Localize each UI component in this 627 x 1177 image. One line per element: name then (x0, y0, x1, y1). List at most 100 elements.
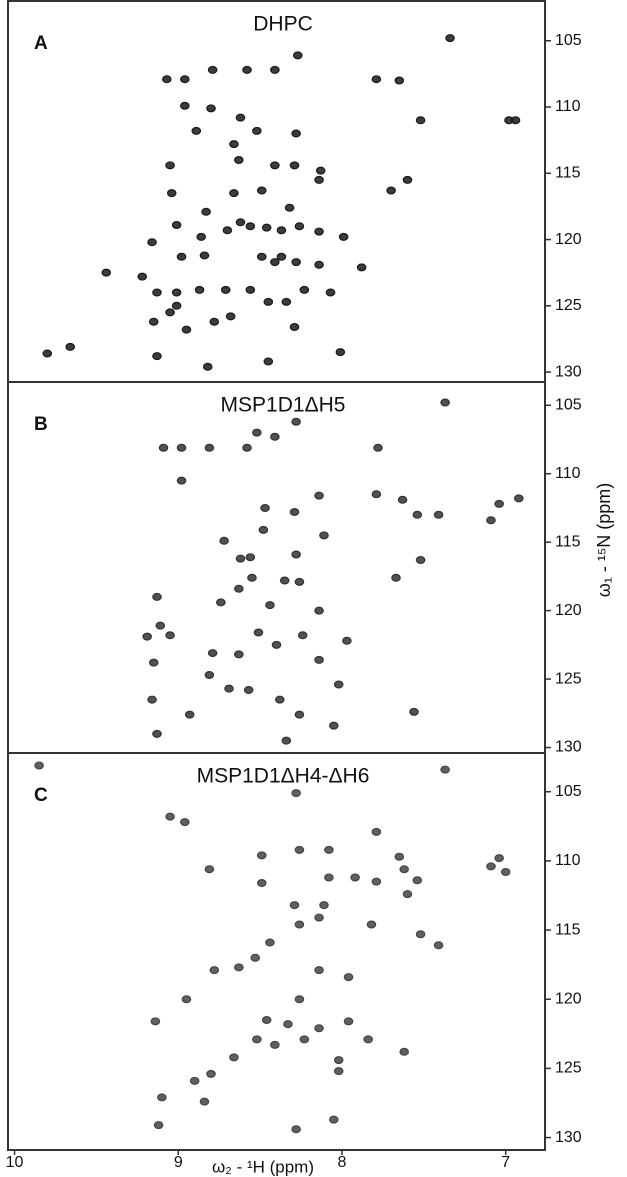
y-axis-label: ω₁ - ¹⁵N (ppm) (594, 483, 614, 598)
peak (314, 913, 324, 922)
peak (101, 268, 112, 277)
peak (291, 258, 301, 267)
peak (335, 348, 346, 357)
peak (158, 443, 169, 452)
peak (325, 288, 336, 297)
peak (184, 710, 195, 719)
peak (234, 584, 244, 593)
peak (148, 317, 159, 326)
peak (486, 516, 496, 525)
peak (225, 312, 236, 321)
peak (445, 34, 455, 43)
peak (363, 1035, 373, 1044)
peak (252, 428, 262, 437)
peak (409, 707, 419, 716)
peak (394, 852, 405, 861)
peak (265, 601, 275, 610)
peak (279, 576, 290, 585)
peak (386, 186, 396, 195)
peak (256, 851, 267, 860)
peak (165, 161, 175, 170)
peak (324, 845, 334, 854)
y-tick-label: 130 (555, 739, 582, 756)
peak (314, 1024, 324, 1033)
peak (256, 252, 267, 261)
y-tick-label: 130 (555, 363, 582, 380)
y-tick-label: 105 (555, 396, 582, 413)
peak (281, 297, 292, 306)
peak (289, 508, 300, 517)
peak (65, 342, 76, 351)
peak (486, 862, 496, 871)
peak (258, 525, 269, 534)
peak (291, 789, 301, 798)
peak (243, 686, 254, 695)
peak (229, 140, 239, 149)
peak (399, 1047, 410, 1056)
peak (276, 226, 287, 235)
peak (371, 75, 382, 84)
peak (260, 503, 270, 512)
y-tick-label: 120 (555, 990, 582, 1007)
peak (204, 670, 215, 679)
y-tick-label: 115 (555, 533, 581, 550)
peak (153, 1121, 164, 1130)
peak (394, 76, 405, 85)
peak (234, 650, 244, 659)
peak (242, 443, 252, 452)
peak (263, 357, 274, 366)
peak (289, 901, 300, 910)
peak (147, 238, 157, 247)
peak (250, 953, 261, 962)
peak (371, 827, 382, 836)
peak (276, 252, 287, 261)
peak (202, 362, 213, 371)
peak (314, 966, 324, 975)
peak (176, 476, 187, 485)
peak (433, 941, 444, 950)
peak (294, 995, 305, 1004)
peak (274, 695, 285, 704)
y-tick-label: 125 (555, 670, 582, 687)
peak (216, 598, 226, 607)
peak (224, 684, 234, 693)
peak (500, 867, 511, 876)
peak (333, 1067, 344, 1076)
peak (229, 189, 239, 198)
peak (201, 207, 211, 216)
peak (245, 285, 256, 294)
peak (314, 227, 324, 236)
y-tick-label: 120 (555, 602, 582, 619)
peak (235, 554, 246, 563)
peak (294, 577, 305, 586)
peak (440, 398, 450, 407)
peak (148, 658, 159, 667)
x-axis-label: ω₂ - ¹H (ppm) (212, 1157, 314, 1176)
chart-title: DHPC (253, 13, 313, 36)
peak (294, 920, 305, 929)
peak (371, 877, 382, 886)
y-tick-label: 125 (555, 297, 582, 314)
peak (199, 251, 210, 260)
peak (402, 890, 413, 899)
peak (242, 65, 252, 74)
peak (281, 736, 292, 745)
peak (180, 75, 190, 84)
peak (180, 818, 190, 827)
peak (222, 226, 233, 235)
peak (343, 1017, 354, 1026)
peak (314, 491, 324, 500)
peak (150, 1017, 161, 1026)
y-tick-label: 115 (555, 921, 581, 938)
y-tick-label: 115 (555, 164, 581, 181)
peak (338, 232, 349, 241)
peak (171, 301, 182, 310)
peak (289, 161, 300, 170)
peak (207, 649, 218, 658)
chart-title: MSP1D1ΔH5 (221, 394, 346, 417)
peak (343, 973, 354, 982)
peak (265, 938, 275, 947)
peak (289, 323, 300, 332)
peak (245, 553, 256, 562)
peak (147, 695, 157, 704)
